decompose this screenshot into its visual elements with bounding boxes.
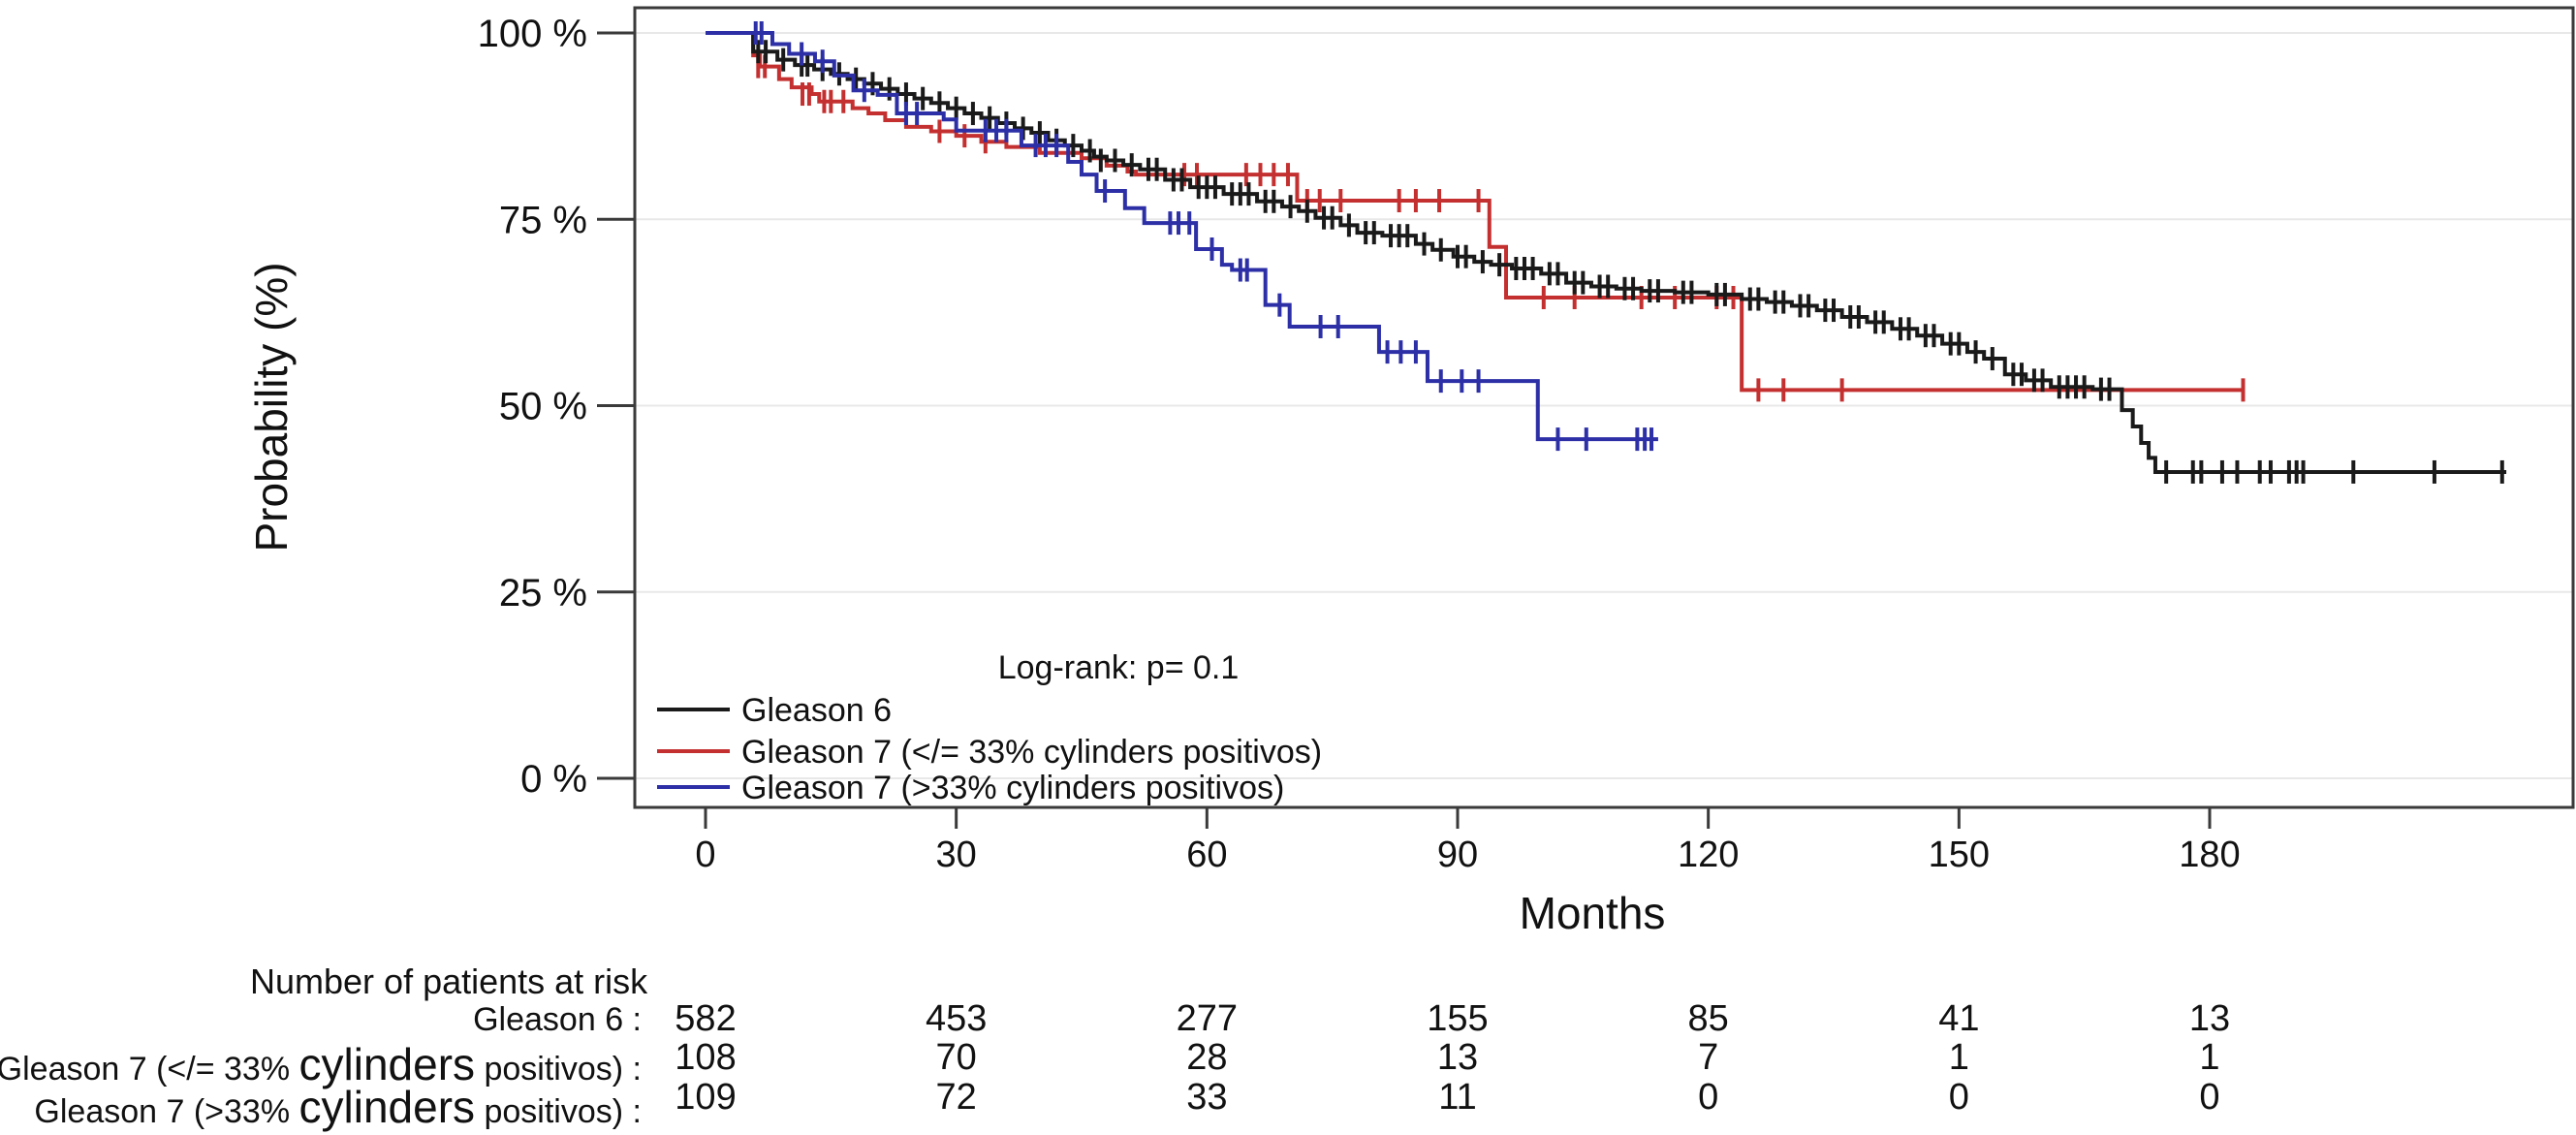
risk-value: 85 xyxy=(1688,998,1729,1039)
y-tick-label-0: 0 % xyxy=(520,758,587,801)
x-tick-label-60: 60 xyxy=(1186,835,1227,875)
series-path-0 xyxy=(706,31,2244,393)
censor-ticks-0 xyxy=(756,54,2246,402)
x-tick-label-30: 30 xyxy=(936,835,977,875)
risk-value: 109 xyxy=(675,1077,736,1118)
censor-ticks-1 xyxy=(756,40,2504,484)
risk-value: 7 xyxy=(1698,1037,1718,1078)
legend-label-gleason-7-low: Gleason 7 (</= 33% cylinders positivos) xyxy=(741,734,1322,771)
y-axis-title: Probability (%) xyxy=(246,262,297,552)
risk-value: 0 xyxy=(1698,1077,1718,1118)
logrank-annotation: Log-rank: p= 0.1 xyxy=(998,649,1240,686)
legend-label-gleason-6: Gleason 6 xyxy=(741,692,892,729)
risk-value: 70 xyxy=(936,1037,977,1078)
risk-row-label-gleason-7-low: Gleason 7 (</= 33% cylinders positivos) … xyxy=(0,1039,642,1089)
risk-value: 13 xyxy=(1437,1037,1478,1078)
risk-row-label-gleason-7-high: Gleason 7 (>33% cylinders positivos) : xyxy=(34,1082,642,1132)
risk-value: 33 xyxy=(1186,1077,1227,1118)
risk-value: 1 xyxy=(2199,1037,2219,1078)
x-tick-label-180: 180 xyxy=(2179,835,2240,875)
y-tick-label-75: 75 % xyxy=(499,199,587,241)
risk-value: 0 xyxy=(2199,1077,2219,1118)
legend: Gleason 6 Gleason 7 (</= 33% cylinders p… xyxy=(657,692,1322,806)
y-tick-label-25: 25 % xyxy=(499,572,587,615)
x-tick-label-0: 0 xyxy=(695,835,715,875)
risk-table-header: Number of patients at risk xyxy=(250,962,648,1001)
risk-value: 28 xyxy=(1186,1037,1227,1078)
risk-value: 72 xyxy=(936,1077,977,1118)
risk-value: 41 xyxy=(1938,998,1979,1039)
risk-table: Number of patients at risk Gleason 6 : G… xyxy=(0,962,648,1132)
risk-value: 13 xyxy=(2189,998,2230,1039)
risk-row-label-gleason-6: Gleason 6 : xyxy=(473,1001,642,1038)
gridlines-layer xyxy=(636,32,2572,779)
series-layer xyxy=(706,21,2507,484)
x-tick-label-90: 90 xyxy=(1437,835,1478,875)
risk-value: 11 xyxy=(1438,1077,1476,1118)
risk-value: 108 xyxy=(675,1037,736,1078)
risk-value: 453 xyxy=(926,998,987,1039)
x-tick-label-150: 150 xyxy=(1929,835,1990,875)
x-tick-label-120: 120 xyxy=(1678,835,1739,875)
risk-value: 277 xyxy=(1177,998,1238,1039)
risk-value: 0 xyxy=(1949,1077,1969,1118)
risk-value: 155 xyxy=(1427,998,1488,1039)
risk-value: 1 xyxy=(1949,1037,1969,1078)
censor-ticks-2 xyxy=(753,21,1654,452)
y-tick-label-100: 100 % xyxy=(478,13,587,55)
axes-layer: 100 % 75 % 50 % 25 % 0 % 0 30 60 90 120 150 180 xyxy=(478,6,2575,875)
legend-label-gleason-7-high: Gleason 7 (>33% cylinders positivos) xyxy=(741,770,1284,806)
y-tick-label-50: 50 % xyxy=(499,386,587,428)
series-path-2 xyxy=(706,31,1658,442)
plot-frame xyxy=(633,6,2575,809)
x-axis-title: Months xyxy=(1520,888,1666,938)
risk-value: 582 xyxy=(675,998,736,1039)
